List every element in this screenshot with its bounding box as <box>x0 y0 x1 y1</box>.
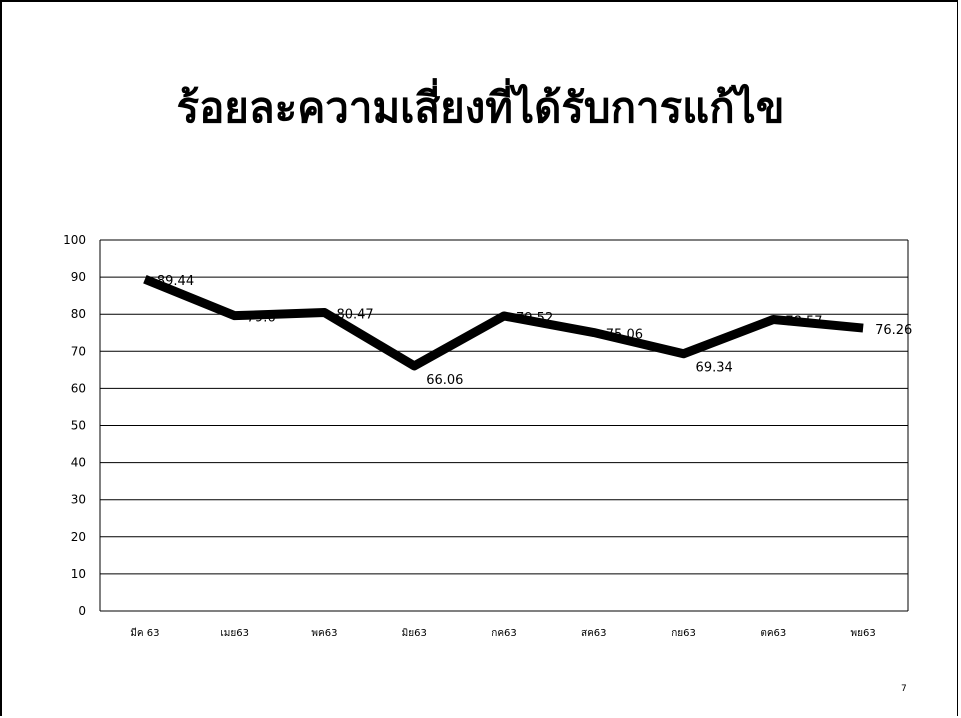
x-tick-label: เมย63 <box>220 628 249 639</box>
data-label: 79.6 <box>247 311 276 326</box>
y-tick-label: 0 <box>78 604 86 618</box>
x-tick-label: มิย63 <box>402 628 427 639</box>
data-label: 75.06 <box>606 328 643 343</box>
series-layer <box>143 275 864 371</box>
gridlines <box>100 239 908 575</box>
series-line <box>143 275 864 371</box>
x-tick-label: พค63 <box>311 628 337 639</box>
data-label: 78.57 <box>785 315 822 330</box>
data-label: 76.26 <box>875 323 912 338</box>
data-label: 80.47 <box>336 307 373 322</box>
y-tick-label: 10 <box>71 567 86 581</box>
y-tick-label: 60 <box>71 381 86 395</box>
data-label: 69.34 <box>696 361 733 376</box>
data-labels: 89.44 79.6 80.47 66.06 79.52 75.06 69.34 78.57 7… <box>157 274 912 388</box>
y-tick-label: 90 <box>71 270 86 284</box>
x-tick-label: ตค63 <box>760 628 786 639</box>
y-tick-label: 20 <box>71 530 86 544</box>
y-tick-label: 70 <box>71 344 86 358</box>
data-label: 89.44 <box>157 274 194 289</box>
y-tick-label: 40 <box>71 456 86 470</box>
y-tick-label: 30 <box>71 493 86 507</box>
x-tick-label: กค63 <box>491 628 516 639</box>
x-tick-label: สค63 <box>581 628 607 639</box>
x-tick-labels: มีค 63 เมย63 พค63 มิย63 กค63 สค63 กย63 ตค63 พย63 <box>130 627 875 639</box>
y-tick-label: 50 <box>71 419 86 433</box>
x-tick-label: มีค 63 <box>130 627 159 639</box>
data-label: 66.06 <box>426 373 463 388</box>
data-label: 79.52 <box>516 311 553 326</box>
page-number: 7 <box>901 684 907 694</box>
axes <box>99 240 909 612</box>
y-tick-labels: 0 10 20 30 40 50 60 70 80 90 100 <box>63 233 86 618</box>
y-tick-label: 100 <box>63 233 86 247</box>
x-tick-label: กย63 <box>671 628 696 639</box>
slide-title: ร้อยละความเสี่ยงที่ได้รับการแก้ไข <box>176 83 785 132</box>
x-tick-label: พย63 <box>851 628 876 639</box>
y-tick-label: 80 <box>71 307 86 321</box>
